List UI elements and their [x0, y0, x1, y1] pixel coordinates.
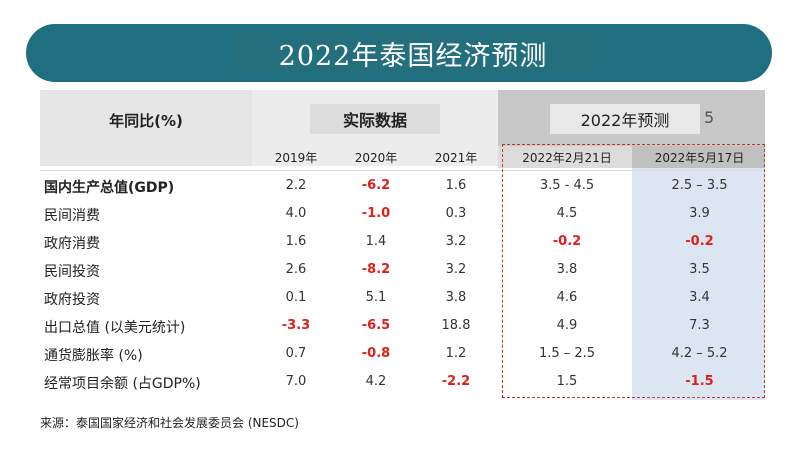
table-cell: 4.2	[365, 374, 387, 389]
table-cell: 4.5	[556, 206, 578, 221]
table-cell: 2.6	[285, 262, 307, 277]
row-label: 国内生产总值(GDP)	[44, 180, 175, 196]
table-cell: 1.5	[556, 374, 578, 389]
table-row: 通货膨胀率 (%) 0.7 -0.8 1.2 1.5 – 2.5 4.2 – 5.2	[40, 340, 765, 368]
subheader-feb-bg	[498, 146, 632, 168]
table-cell: 7.3	[689, 318, 710, 333]
table-cell: 3.8	[445, 290, 467, 305]
table-cell: 18.8	[441, 318, 471, 333]
row-label: 出口总值 (以美元统计)	[44, 320, 186, 336]
table-cell: 3.8	[556, 262, 578, 277]
table-cell: 4.0	[285, 206, 307, 221]
table-cell: 1.5 – 2.5	[538, 346, 596, 361]
table-cell: 2.2	[285, 178, 307, 193]
table-row: 政府消费 1.6 1.4 3.2 -0.2 -0.2	[40, 228, 765, 256]
header-divider	[40, 170, 765, 171]
table-cell: 3.9	[689, 206, 710, 221]
table-cell: 0.3	[445, 206, 467, 221]
forecast-table: 年同比(%) 实际数据 2022年预测 5 2019年 2020年 2021年 …	[40, 90, 765, 400]
forecast-ghost-text: 5	[704, 108, 715, 127]
col-header-2021: 2021年	[434, 151, 478, 165]
table-cell: -1.5	[685, 374, 714, 389]
table-cell: -1.0	[361, 206, 391, 221]
title-banner: 2022年泰国经济预测	[26, 24, 772, 82]
may-column-highlight	[632, 146, 765, 400]
table-cell: 1.6	[285, 234, 307, 249]
table-row: 民间消费 4.0 -1.0 0.3 4.5 3.9	[40, 200, 765, 228]
actual-data-label: 实际数据	[310, 104, 440, 134]
table-cell: -0.2	[685, 234, 714, 249]
table-cell: 4.9	[556, 318, 578, 333]
table-cell: 2.5 – 3.5	[671, 178, 728, 193]
table-cell: -2.2	[441, 374, 471, 389]
title-panel: 2022年泰国经济预测	[232, 32, 594, 74]
table-cell: 0.1	[285, 290, 307, 305]
table-cell: 4.6	[556, 290, 578, 305]
row-label: 民间消费	[44, 208, 100, 224]
table-cell: 1.4	[365, 234, 387, 249]
col-header-2019: 2019年	[274, 151, 318, 165]
table-cell: 1.6	[445, 178, 467, 193]
table-row: 民间投资 2.6 -8.2 3.2 3.8 3.5	[40, 256, 765, 284]
row-label: 经常项目余额 (占GDP%)	[44, 376, 201, 392]
table-cell: -8.2	[361, 262, 391, 277]
table-cell: 3.2	[445, 262, 467, 277]
row-label: 民间投资	[44, 264, 100, 280]
table-cell: -0.8	[361, 346, 391, 361]
header-left-bg	[40, 90, 252, 166]
page-title: 2022年泰国经济预测	[278, 40, 548, 72]
table-cell: 7.0	[285, 374, 307, 389]
row-label: 通货膨胀率 (%)	[44, 348, 143, 364]
table-cell: 5.1	[365, 290, 387, 305]
yoy-label: 年同比(%)	[109, 112, 183, 130]
table-row: 经常项目余额 (占GDP%) 7.0 4.2 -2.2 1.5 -1.5	[40, 368, 765, 396]
table-cell: 4.2 – 5.2	[671, 346, 728, 361]
table-cell: 3.5 - 4.5	[539, 178, 595, 193]
table-cell: 3.4	[689, 290, 710, 305]
col-header-feb: 2022年2月21日	[522, 151, 612, 165]
table-cell: -3.3	[281, 318, 311, 333]
source-note: 来源：泰国国家经济和社会发展委员会 (NESDC)	[40, 416, 299, 430]
table-cell: -0.2	[552, 234, 582, 249]
table-row: 政府投资 0.1 5.1 3.8 4.6 3.4	[40, 284, 765, 312]
forecast-dashed-outline	[502, 144, 765, 398]
table-row: 出口总值 (以美元统计) -3.3 -6.5 18.8 4.9 7.3	[40, 312, 765, 340]
table-cell: 1.2	[445, 346, 467, 361]
table-cell: 0.7	[285, 346, 307, 361]
table-cell: 3.5	[689, 262, 710, 277]
table-row: 国内生产总值(GDP) 2.2 -6.2 1.6 3.5 - 4.5 2.5 – 3.5	[40, 172, 765, 200]
forecast-label: 2022年预测	[550, 104, 700, 134]
col-header-2020: 2020年	[354, 151, 398, 165]
table-cell: -6.2	[361, 178, 391, 193]
row-label: 政府投资	[44, 292, 100, 308]
subheader-may-bg	[632, 146, 765, 168]
col-header-may: 2022年5月17日	[654, 151, 745, 165]
row-label: 政府消费	[44, 236, 100, 252]
table-cell: 3.2	[445, 234, 467, 249]
table-cell: -6.5	[361, 318, 391, 333]
